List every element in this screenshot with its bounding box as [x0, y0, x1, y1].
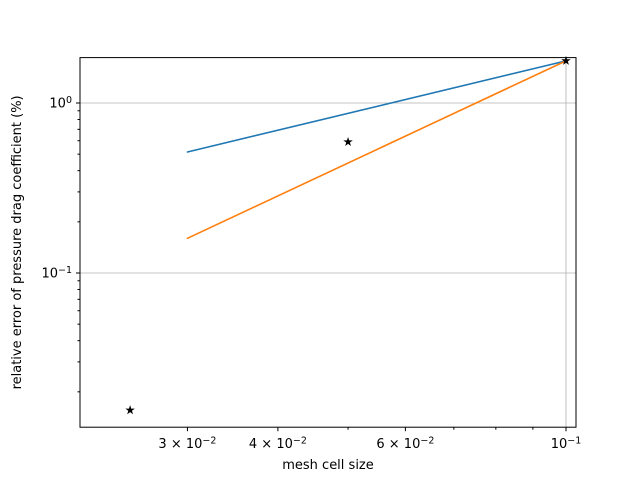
- x-tick-label-exponent: −2: [293, 436, 307, 447]
- first-order-reference-line: [186, 60, 567, 153]
- data-point-star: [125, 405, 135, 415]
- x-axis-label: mesh cell size: [282, 458, 374, 473]
- gridlines-layer: [80, 57, 576, 428]
- x-tick-label-base: 3 × 10: [158, 437, 202, 452]
- y-tick-label-base: 10: [49, 97, 66, 112]
- axes-spines: [79, 57, 577, 428]
- x-tick-label: 3 × 10−2: [158, 436, 216, 453]
- y-tick-label: 100: [49, 95, 72, 112]
- x-tick-label-base: 6 × 10: [376, 437, 420, 452]
- x-tick-label: 10−1: [551, 436, 582, 453]
- markers-layer: [125, 55, 571, 415]
- data-point-star: [561, 55, 571, 65]
- x-tick-label-exponent: −2: [420, 436, 434, 447]
- x-tick-label-base: 10: [551, 437, 568, 452]
- y-tick-label-base: 10: [41, 267, 58, 282]
- y-tick-label: 10−1: [41, 265, 72, 282]
- y-axis-label: relative error of pressure drag coeffici…: [10, 95, 25, 389]
- x-tick-label-base: 4 × 10: [249, 437, 293, 452]
- y-tick-label-exponent: 0: [66, 95, 72, 106]
- data-point-star: [343, 136, 353, 147]
- second-order-reference-line: [186, 60, 567, 240]
- x-tick-label: 6 × 10−2: [376, 436, 434, 453]
- x-tick-label-exponent: −2: [202, 436, 216, 447]
- series-layer: [186, 60, 567, 240]
- x-tick-label-exponent: −1: [567, 436, 581, 447]
- y-tick-label-exponent: −1: [58, 265, 72, 276]
- x-tick-label: 4 × 10−2: [249, 436, 307, 453]
